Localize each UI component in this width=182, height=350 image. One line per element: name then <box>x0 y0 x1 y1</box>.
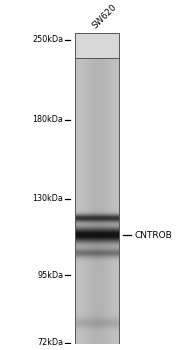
Text: CNTROB: CNTROB <box>134 231 172 240</box>
Bar <box>75 33 119 344</box>
Bar <box>75 58 119 344</box>
Text: 250kDa: 250kDa <box>32 35 64 44</box>
Text: 130kDa: 130kDa <box>33 194 64 203</box>
Text: 95kDa: 95kDa <box>37 271 64 280</box>
Text: SW620: SW620 <box>90 2 118 30</box>
Bar <box>75 33 119 58</box>
Text: 72kDa: 72kDa <box>37 338 64 347</box>
Text: 180kDa: 180kDa <box>33 115 64 124</box>
